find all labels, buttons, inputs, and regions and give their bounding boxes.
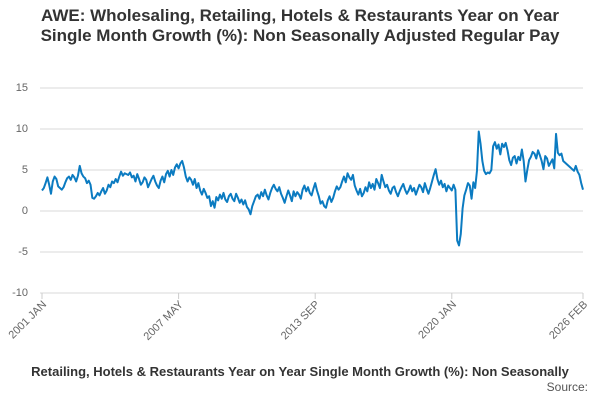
y-tick-label: -10 xyxy=(12,287,28,299)
y-tick-label: -5 xyxy=(18,246,28,258)
chart-title: AWE: Wholesaling, Retailing, Hotels & Re… xyxy=(40,6,560,45)
x-tick-label: 2007 MAY xyxy=(142,298,187,343)
x-tick-label: 2013 SEP xyxy=(279,299,323,343)
y-tick-label: 0 xyxy=(22,205,28,217)
data-line xyxy=(41,130,584,247)
source-note: Source: xyxy=(546,380,588,394)
y-tick-label: 15 xyxy=(16,82,28,94)
x-tick-label: 2026 FEB xyxy=(547,299,590,342)
x-tick-label: 2020 JAN xyxy=(416,299,459,342)
y-tick-label: 5 xyxy=(22,164,28,176)
y-tick-label: 10 xyxy=(16,123,28,135)
x-tick-label: 2001 JAN xyxy=(7,299,50,342)
legend-entry: Retailing, Hotels & Restaurants Year on … xyxy=(31,364,569,379)
